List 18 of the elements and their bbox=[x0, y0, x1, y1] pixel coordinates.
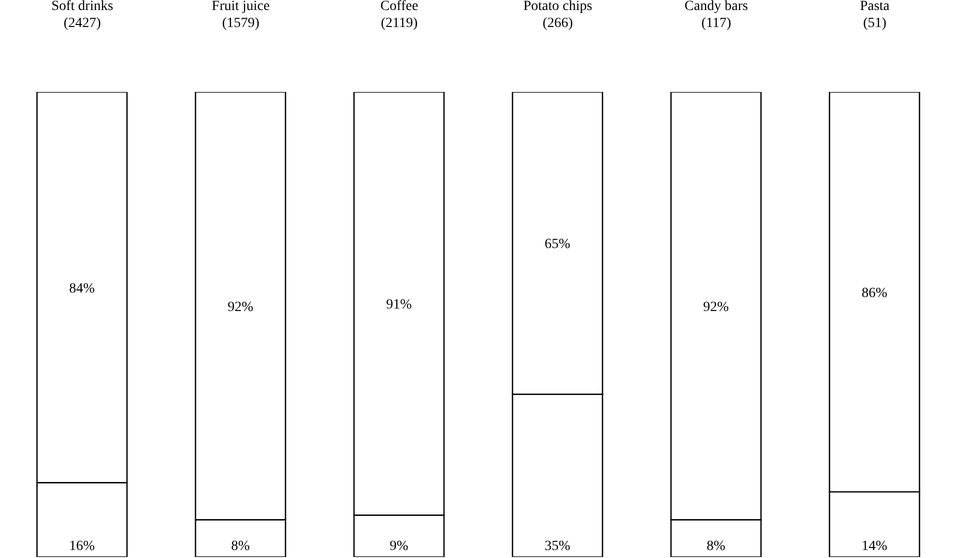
data-label: 92% bbox=[703, 300, 730, 315]
x-tick-label: Pasta (51) bbox=[860, 0, 890, 31]
data-label: 91% bbox=[386, 298, 412, 313]
data-label: 84% bbox=[69, 281, 96, 296]
x-tick-label: Candy bars (117) bbox=[684, 0, 748, 31]
x-tick-label: Fruit juice (1579) bbox=[212, 0, 270, 31]
data-label: 92% bbox=[228, 300, 254, 315]
data-label: 16% bbox=[69, 539, 96, 554]
data-label: 14% bbox=[862, 539, 888, 554]
x-tick-label: Soft drinks (2427) bbox=[51, 0, 114, 31]
x-tick-label: Potato chips (266) bbox=[523, 0, 592, 31]
data-label: 8% bbox=[231, 539, 250, 554]
data-label: 65% bbox=[544, 237, 571, 252]
data-label: 35% bbox=[544, 539, 571, 554]
data-label: 86% bbox=[862, 286, 888, 301]
x-tick-label: Coffee (2119) bbox=[380, 0, 418, 31]
data-label: 9% bbox=[390, 539, 409, 554]
data-label: 8% bbox=[706, 539, 726, 554]
